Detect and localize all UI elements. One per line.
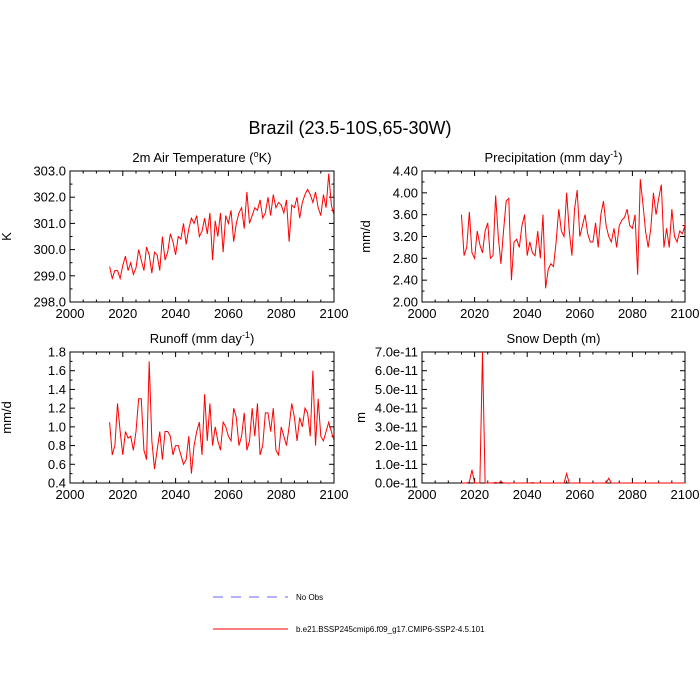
y-tick-label: 0.4	[48, 476, 66, 491]
x-tick-label: 2000	[408, 306, 437, 321]
figure-title: Brazil (23.5-10S,65-30W)	[248, 118, 451, 138]
x-tick-label: 2020	[460, 306, 489, 321]
x-tick-label: 2040	[513, 306, 542, 321]
y-tick-label: 301.0	[33, 216, 66, 231]
y-tick-label: 2.80	[393, 251, 418, 266]
y-tick-label: 298.0	[33, 295, 66, 310]
y-tick-label: 2.40	[393, 273, 418, 288]
x-tick-label: 2020	[460, 487, 489, 502]
y-tick-label: 1.4	[48, 382, 66, 397]
x-tick-label: 2060	[565, 487, 594, 502]
x-tick-label: 2000	[408, 487, 437, 502]
panels: 2000 2020 2040 2060 2080 2100 298.0 299.0 300.0 3…	[0, 149, 699, 502]
y-tick-label: 299.0	[33, 268, 66, 283]
y-tick-label: 303.0	[33, 164, 66, 179]
y-axis-label: K	[0, 232, 14, 241]
panel-snow-depth: 2000 2020 2040 2060 2080 2100 0.0e-11 1.0e-11 2.…	[353, 331, 699, 502]
y-tick-label: 1.0	[48, 419, 66, 434]
panel-temperature: 2000 2020 2040 2060 2080 2100 298.0 299.0 300.0 3…	[0, 149, 348, 321]
y-tick-label: 1.0e-11	[375, 457, 418, 472]
y-tick-label: 2.0e-11	[375, 438, 418, 453]
y-tick-label: 3.60	[393, 207, 418, 222]
x-tick-label: 2080	[618, 306, 647, 321]
y-tick-label: 3.0e-11	[375, 419, 418, 434]
y-axis-label: mm/d	[0, 401, 14, 434]
series-line-precipitation	[460, 179, 685, 289]
x-tick-label: 2080	[618, 487, 647, 502]
legend-label-no-obs: No Obs	[296, 593, 323, 602]
legend-label-model: b.e21.BSSP245cmip6.f09_g17.CMIP6-SSP2-4.…	[296, 625, 485, 634]
x-tick-label: 2060	[565, 306, 594, 321]
x-tick-label: 2100	[671, 487, 700, 502]
panel-title: 2m Air Temperature (oK)	[132, 149, 271, 165]
x-tick-label: 2000	[56, 306, 85, 321]
panel-title: Runoff (mm day-1)	[150, 330, 255, 346]
y-tick-label: 1.6	[48, 363, 66, 378]
y-tick-label: 4.40	[393, 164, 418, 179]
y-tick-label: 4.00	[393, 185, 418, 200]
panel-title: Precipitation (mm day-1)	[484, 149, 622, 165]
plot-frame	[69, 170, 335, 303]
y-tick-label: 1.8	[48, 345, 66, 360]
x-tick-label: 2100	[320, 306, 349, 321]
y-tick-label: 5.0e-11	[375, 382, 418, 397]
x-tick-label: 2060	[214, 487, 243, 502]
y-tick-label: 0.0e-11	[375, 476, 418, 491]
y-tick-label: 0.8	[48, 438, 66, 453]
y-axis-label: m	[353, 412, 368, 423]
series-line-runoff	[109, 361, 334, 474]
y-tick-label: 0.6	[48, 457, 66, 472]
legend: No Obs b.e21.BSSP245cmip6.f09_g17.CMIP6-…	[213, 593, 485, 634]
panel-runoff: 2000 2020 2040 2060 2080 2100 0.4 0.6 0.8 1.0 1.2 1…	[0, 330, 348, 502]
x-tick-label: 2080	[267, 487, 296, 502]
y-tick-label: 300.0	[33, 242, 66, 257]
x-tick-label: 2020	[108, 487, 137, 502]
x-tick-label: 2000	[56, 487, 85, 502]
panel-precipitation: 2000 2020 2040 2060 2080 2100 2.00 2.40 2.80 3.20…	[358, 149, 699, 321]
plot-frame	[421, 170, 686, 303]
x-tick-label: 2040	[161, 487, 190, 502]
x-tick-label: 2040	[513, 487, 542, 502]
y-tick-label: 3.20	[393, 229, 418, 244]
x-tick-label: 2080	[267, 306, 296, 321]
y-tick-label: 6.0e-11	[375, 363, 418, 378]
x-tick-label: 2040	[161, 306, 190, 321]
y-tick-label: 302.0	[33, 190, 66, 205]
x-tick-label: 2100	[320, 487, 349, 502]
y-tick-label: 4.0e-11	[375, 401, 418, 416]
series-line-temperature	[109, 173, 334, 281]
y-axis-label: mm/d	[358, 220, 373, 253]
y-tick-label: 2.00	[393, 295, 418, 310]
series-line-snow-depth	[461, 351, 685, 484]
y-tick-label: 7.0e-11	[375, 345, 418, 360]
panel-title: Snow Depth (m)	[507, 331, 601, 346]
x-tick-label: 2100	[671, 306, 700, 321]
y-tick-label: 1.2	[48, 401, 66, 416]
x-tick-label: 2060	[214, 306, 243, 321]
x-tick-label: 2020	[108, 306, 137, 321]
plot-frame	[421, 351, 686, 484]
